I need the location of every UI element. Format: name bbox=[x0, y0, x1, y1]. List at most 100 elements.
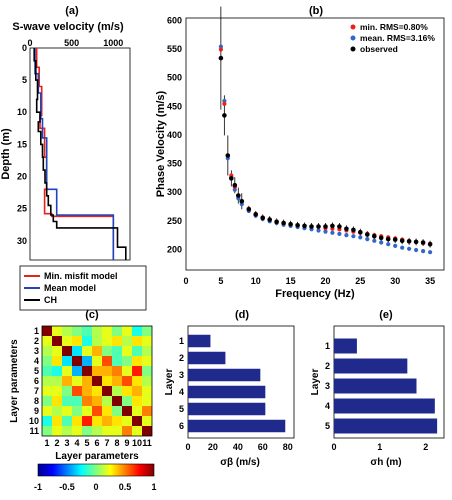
panel-d-ylabel: Layer bbox=[164, 369, 175, 396]
panel-c-xtick: 11 bbox=[142, 438, 152, 448]
heatmap-cell bbox=[122, 386, 132, 396]
panel-b: (b) 0 5 10 15 20 25 30 35 200 250 300 35… bbox=[155, 5, 445, 300]
legend-label-min-misfit: Min. misfit model bbox=[44, 271, 118, 281]
panel-c-xtick: 3 bbox=[64, 438, 69, 448]
panel-b-legend: min. RMS=0.80% mean. RMS=3.16% observed bbox=[350, 22, 435, 54]
panel-b-ytick: 250 bbox=[167, 216, 182, 226]
heatmap-cell bbox=[142, 376, 152, 386]
heatmap-cell bbox=[142, 396, 152, 406]
point-mean bbox=[344, 233, 349, 238]
panel-c-xtick: 7 bbox=[104, 438, 109, 448]
panel-d-yticks: 1 2 3 4 5 6 bbox=[179, 336, 184, 431]
panel-c-xtick: 8 bbox=[114, 438, 119, 448]
panel-c-xtick: 6 bbox=[94, 438, 99, 448]
heatmap-cell bbox=[52, 426, 62, 436]
heatmap-cell bbox=[92, 356, 102, 366]
point-observed bbox=[420, 240, 426, 245]
heatmap-cell bbox=[82, 376, 92, 386]
heatmap-cell bbox=[142, 426, 152, 436]
panel-b-xtick: 15 bbox=[286, 276, 296, 286]
heatmap-cell bbox=[42, 376, 52, 386]
panel-e-ytick: 2 bbox=[325, 361, 330, 371]
heatmap-cell bbox=[132, 406, 142, 416]
heatmap-cell bbox=[92, 406, 102, 416]
point-mean bbox=[428, 250, 433, 255]
heatmap-cell bbox=[72, 386, 82, 396]
panel-b-ylabel: Phase Velocity (m/s) bbox=[155, 90, 167, 197]
heatmap-cell bbox=[102, 336, 112, 346]
point-observed bbox=[365, 232, 370, 237]
heatmap-cell bbox=[72, 406, 82, 416]
heatmap-cell bbox=[42, 326, 52, 336]
panel-c-xtick: 4 bbox=[74, 438, 79, 448]
bar-layer-2 bbox=[334, 358, 408, 374]
heatmap-cell bbox=[92, 376, 102, 386]
legend-label-ch: CH bbox=[44, 295, 57, 305]
panel-c-frame bbox=[41, 325, 153, 437]
heatmap-cell bbox=[142, 366, 152, 376]
panel-a-ytick: 10 bbox=[17, 107, 27, 117]
velocity-profile-mean-model bbox=[34, 48, 115, 260]
panel-d-ytick: 2 bbox=[179, 353, 184, 363]
panel-b-ytick: 500 bbox=[167, 73, 182, 83]
heatmap-cell bbox=[112, 396, 122, 406]
heatmap-cell bbox=[52, 336, 62, 346]
panel-c-xtick: 10 bbox=[132, 438, 142, 448]
panel-d-xtick: 20 bbox=[208, 442, 218, 452]
panel-c-xtick: 2 bbox=[54, 438, 59, 448]
heatmap-cell bbox=[62, 376, 72, 386]
legend-label-observed: observed bbox=[360, 44, 398, 54]
heatmap-cell bbox=[92, 396, 102, 406]
heatmap-cell bbox=[42, 346, 52, 356]
panel-e-xtick: 0 bbox=[331, 442, 336, 452]
panel-e: (e) 1 2 3 4 5 0 1 2 σh (m) Layer bbox=[310, 309, 445, 468]
point-mean bbox=[421, 249, 426, 254]
heatmap-cell bbox=[42, 406, 52, 416]
bar-layer-3 bbox=[188, 368, 261, 382]
heatmap-cell bbox=[62, 366, 72, 376]
panel-b-yticks: 200 250 300 350 400 450 500 550 600 bbox=[167, 16, 182, 255]
panel-a-title: S-wave velocity (m/s) bbox=[12, 21, 124, 33]
panel-c-ylabel: Layer parameters bbox=[9, 339, 20, 423]
heatmap-cell bbox=[82, 336, 92, 346]
heatmap-cell bbox=[42, 416, 52, 426]
panel-c-xtick: 5 bbox=[84, 438, 89, 448]
point-observed bbox=[232, 182, 238, 188]
heatmap-cell bbox=[52, 396, 62, 406]
panel-e-ylabel: Layer bbox=[310, 369, 321, 396]
legend-label-mean-rms: mean. RMS=3.16% bbox=[360, 33, 435, 43]
point-observed bbox=[288, 221, 293, 227]
point-observed bbox=[236, 193, 241, 198]
heatmap-cell bbox=[92, 416, 102, 426]
panel-e-xlabel: σh (m) bbox=[370, 457, 401, 468]
panel-c-ytick: 3 bbox=[34, 346, 39, 356]
point-observed bbox=[351, 227, 356, 233]
point-observed bbox=[309, 224, 314, 229]
panel-d-ytick: 6 bbox=[179, 421, 184, 431]
point-observed bbox=[281, 220, 286, 226]
point-observed bbox=[274, 219, 279, 225]
heatmap-cell bbox=[122, 366, 132, 376]
panel-a-legend-box bbox=[19, 265, 147, 311]
heatmap-cell bbox=[42, 356, 52, 366]
panel-d: (d) 1 2 3 4 5 6 0 20 40 60 80 σβ (m/s) L… bbox=[164, 309, 295, 468]
heatmap-cell bbox=[42, 396, 52, 406]
heatmap-cell bbox=[142, 406, 152, 416]
velocity-profile-ch bbox=[33, 48, 127, 260]
point-mean bbox=[330, 230, 335, 235]
panel-c-ytick: 8 bbox=[34, 396, 39, 406]
panel-a-xtick: 0 bbox=[27, 38, 32, 48]
heatmap-cell bbox=[62, 346, 72, 356]
heatmap-cell bbox=[122, 416, 132, 426]
colorbar-tick: 1 bbox=[151, 482, 156, 492]
panel-a-ytick: 5 bbox=[22, 75, 27, 85]
panel-b-ytick: 400 bbox=[167, 130, 182, 140]
point-mean bbox=[400, 245, 405, 250]
panel-b-ytick: 200 bbox=[167, 245, 182, 255]
point-observed bbox=[330, 223, 335, 229]
panel-d-ytick: 4 bbox=[179, 387, 184, 397]
heatmap-cell bbox=[72, 336, 82, 346]
panel-d-ytick: 5 bbox=[179, 404, 184, 414]
heatmap-cell bbox=[72, 416, 82, 426]
